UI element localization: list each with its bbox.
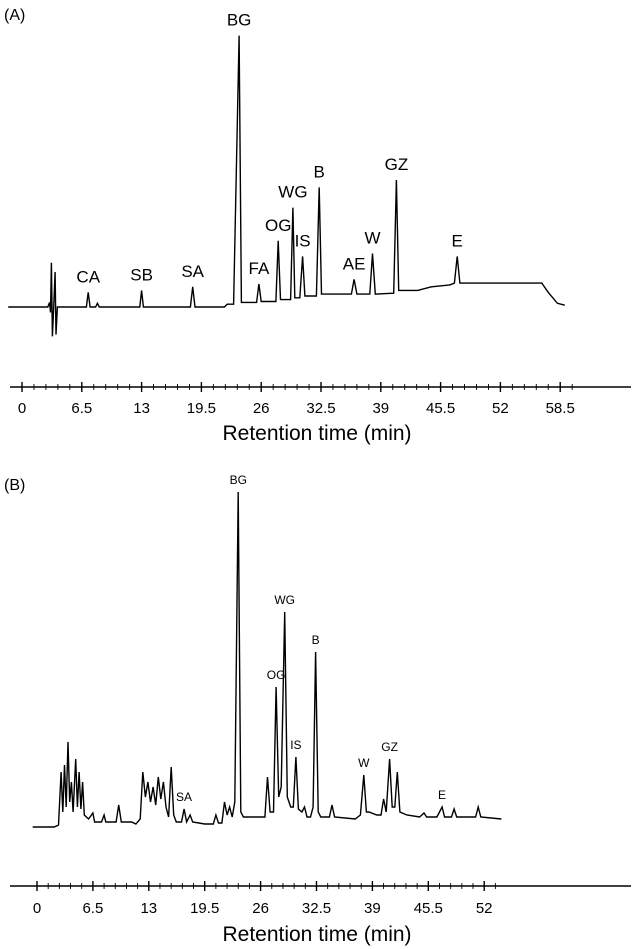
x-tick-label: 39 (364, 900, 381, 917)
x-tick-label: 52 (476, 900, 493, 917)
x-tick-label: 0 (18, 400, 26, 417)
x-tick-label: 6.5 (82, 900, 103, 917)
panel-a-x-axis-title: Retention time (min) (222, 422, 411, 445)
x-tick-label: 0 (33, 900, 41, 917)
panel-a-trace (8, 35, 565, 337)
x-tick-label: 45.5 (426, 400, 455, 417)
x-tick-label: 26 (252, 900, 269, 917)
panel-b-label: (B) (4, 477, 25, 494)
peak-label-ca: CA (76, 267, 100, 286)
peak-label-bg: BG (227, 11, 252, 30)
x-tick-label: 58.5 (546, 400, 575, 417)
x-tick-label: 13 (140, 900, 157, 917)
peak-label-is: IS (295, 231, 311, 250)
panel-a-peak-labels: CA SB SA BG FA OG WG IS B AE W GZ E (76, 11, 462, 287)
peak-label-w: W (358, 756, 370, 770)
panel-a-x-axis: 0 6.5 13 19.5 26 32.5 39 45.5 52 58.5 (10, 382, 631, 417)
peak-label-gz: GZ (381, 740, 398, 754)
peak-label-is: IS (290, 738, 301, 752)
panel-a-label: (A) (4, 7, 25, 24)
x-tick-label: 19.5 (190, 900, 219, 917)
panel-a: (A) 0 6.5 13 19.5 26 32.5 39 45.5 52 58.5 CA SB SA B… (4, 7, 631, 445)
peak-label-wg: WG (278, 183, 307, 202)
x-tick-label: 32.5 (302, 900, 331, 917)
peak-label-sa: SA (181, 262, 204, 281)
panel-b-x-axis: 0 6.5 13 19.5 26 32.5 39 45.5 52 (10, 881, 631, 917)
x-tick-label: 26 (253, 400, 270, 417)
peak-label-og: OG (265, 216, 291, 235)
peak-label-sb: SB (130, 265, 153, 284)
x-tick-label: 45.5 (414, 900, 443, 917)
x-tick-label: 13 (133, 400, 150, 417)
x-tick-label: 39 (372, 400, 389, 417)
peak-label-sa: SA (176, 790, 192, 804)
peak-label-og: OG (267, 668, 286, 682)
panel-b-x-axis-title: Retention time (min) (222, 923, 411, 946)
peak-label-w: W (364, 229, 380, 248)
x-tick-label: 6.5 (71, 400, 92, 417)
peak-label-b: B (312, 633, 320, 647)
peak-label-e: E (451, 231, 462, 250)
peak-label-bg: BG (230, 473, 247, 487)
x-tick-label: 52 (492, 400, 509, 417)
peak-label-gz: GZ (385, 155, 409, 174)
panel-b-peak-labels: SA BG OG WG IS B W GZ E (176, 473, 446, 804)
peak-label-ae: AE (343, 254, 366, 273)
x-tick-label: 32.5 (306, 400, 335, 417)
peak-label-fa: FA (249, 259, 270, 278)
x-tick-label: 19.5 (187, 400, 216, 417)
peak-label-wg: WG (274, 593, 295, 607)
peak-label-e: E (438, 788, 446, 802)
panel-b: (B) 0 6.5 13 19.5 26 32.5 39 45.5 52 SA BG OG WG IS B… (4, 473, 631, 946)
panel-b-trace (32, 491, 502, 828)
peak-label-b: B (313, 162, 324, 181)
